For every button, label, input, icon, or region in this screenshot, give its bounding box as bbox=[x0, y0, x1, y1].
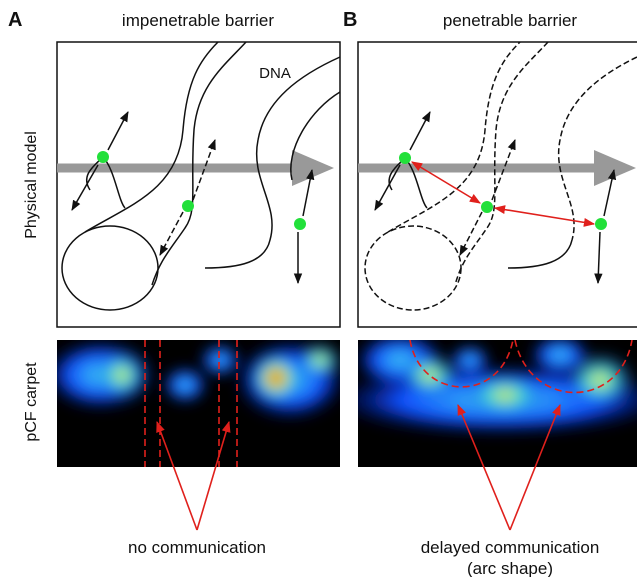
pcf-carpet-b bbox=[330, 332, 637, 467]
panel-label: B bbox=[343, 9, 357, 31]
row-label: Physical model bbox=[23, 131, 40, 239]
caption: no communication bbox=[128, 538, 266, 557]
panel-title: penetrable barrier bbox=[443, 11, 578, 30]
caption: (arc shape) bbox=[467, 559, 553, 577]
panel-title: impenetrable barrier bbox=[122, 11, 274, 30]
physical-model-a: DNA bbox=[57, 42, 340, 327]
caption: delayed communication bbox=[421, 538, 600, 557]
figure: A impenetrable barrier B penetrable barr… bbox=[0, 0, 637, 577]
dna-label: DNA bbox=[259, 65, 291, 82]
panel-label: A bbox=[8, 9, 22, 31]
row-label: pCF carpet bbox=[23, 362, 40, 442]
pcf-carpet-a bbox=[45, 340, 345, 467]
physical-model-b bbox=[358, 42, 637, 327]
